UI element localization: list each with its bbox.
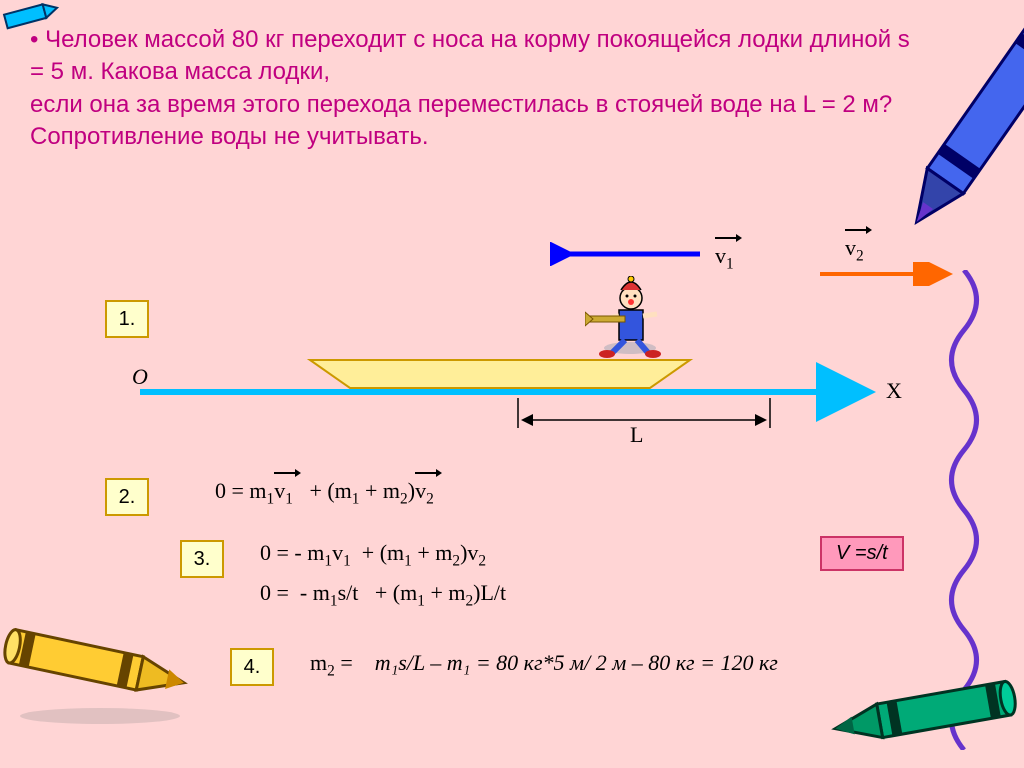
crayon-decoration-blue-tr bbox=[904, 10, 1024, 270]
step-box-2: 2. bbox=[105, 478, 149, 516]
origin-label: O bbox=[132, 364, 148, 390]
problem-line1: Человек массой 80 кг переходит с носа на… bbox=[30, 26, 910, 85]
step-3-label: 3. bbox=[194, 548, 211, 571]
bullet: • bbox=[30, 26, 38, 53]
equation-4: m2 = m₁s/L – m₁ = 80 кг*5 м/ 2 м – 80 кг… bbox=[310, 650, 778, 680]
velocity-formula-box: V =s/t bbox=[820, 536, 904, 571]
v2-label: v2 bbox=[845, 235, 864, 265]
velocity-formula: V =s/t bbox=[836, 542, 888, 564]
equation-3a: 0 = - m1v1 + (m1 + m2)v2 bbox=[260, 540, 486, 570]
x-axis-label: X bbox=[886, 378, 902, 404]
v1-arrow bbox=[550, 242, 710, 266]
v1-label: v1 bbox=[715, 243, 734, 273]
problem-line2: если она за время этого перехода перемес… bbox=[30, 91, 892, 150]
problem-statement: • Человек массой 80 кг переходит с носа … bbox=[30, 24, 914, 154]
step-box-4: 4. bbox=[230, 648, 274, 686]
crayon-decoration-bl bbox=[0, 608, 200, 728]
equation-2: 0 = m1v1 + (m1 + m2)v2 bbox=[215, 478, 434, 508]
L-label: L bbox=[630, 422, 643, 448]
clown-figure bbox=[585, 276, 670, 362]
v2-arrow bbox=[815, 262, 975, 286]
step-4-label: 4. bbox=[244, 656, 261, 679]
physics-diagram: v1 v2 bbox=[130, 320, 890, 450]
equation-3b: 0 = - m1s/t + (m1 + m2)L/t bbox=[260, 580, 506, 610]
step-2-label: 2. bbox=[119, 486, 136, 509]
crayon-decoration-br bbox=[824, 658, 1024, 768]
boat-svg bbox=[130, 320, 890, 450]
step-box-3: 3. bbox=[180, 540, 224, 578]
